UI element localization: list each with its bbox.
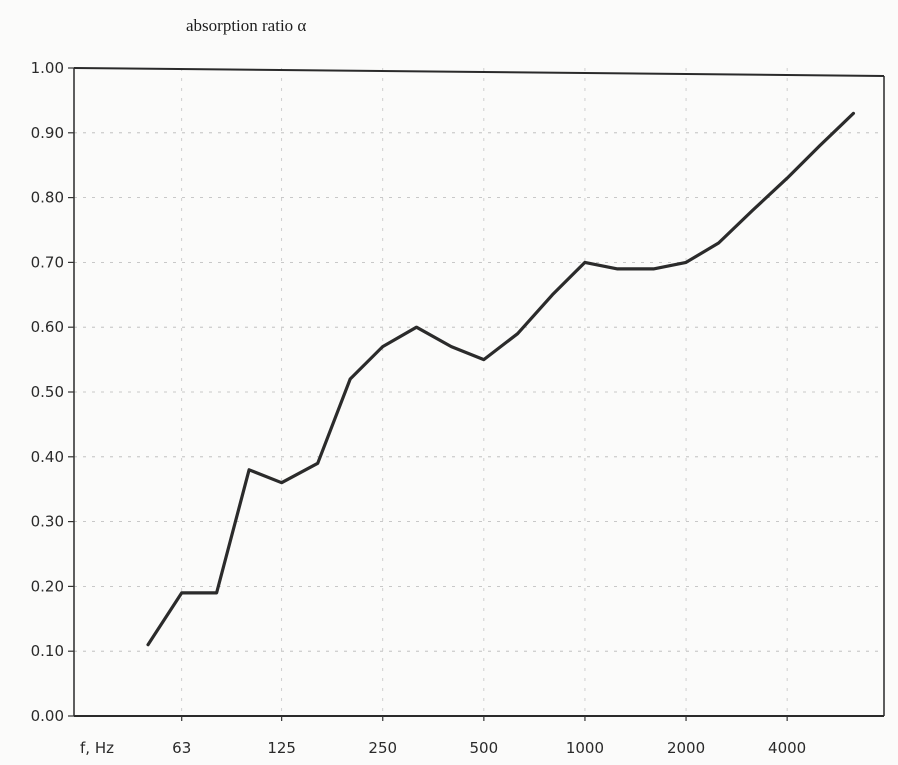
chart-title: absorption ratio α [186, 16, 306, 35]
data-point [751, 209, 754, 212]
x-axis: f, Hz 63 125 250 500 1000 2000 4000 [80, 716, 806, 757]
y-tick-label: 0.30 [31, 513, 64, 531]
data-point [684, 261, 688, 264]
data-point [280, 481, 283, 484]
data-point [381, 345, 384, 348]
data-point [316, 462, 319, 465]
y-tick-label: 0.00 [31, 707, 64, 725]
y-tick-label: 0.80 [31, 189, 64, 207]
data-point [215, 591, 218, 595]
data-point [146, 643, 150, 646]
data-point [180, 591, 183, 595]
data-point [551, 293, 554, 296]
data-point [785, 176, 789, 180]
data-point [616, 267, 619, 271]
data-point [247, 468, 251, 471]
series [146, 111, 856, 647]
x-tick-label: 63 [172, 739, 191, 757]
x-tick-label: 500 [470, 739, 499, 757]
y-tick-label: 0.20 [31, 577, 64, 595]
data-point [415, 326, 418, 329]
series-line [146, 111, 856, 647]
x-tick-label: 125 [267, 739, 296, 757]
data-point [482, 358, 486, 361]
y-tick-label: 0.10 [31, 642, 64, 660]
data-point [717, 241, 720, 245]
data-point [583, 261, 587, 264]
x-tick-label: 1000 [566, 739, 604, 757]
y-axis: 0.00 0.10 0.20 0.30 0.40 0.50 0.60 0.70 0.80 0.90… [31, 59, 74, 725]
y-tick-label: 0.60 [31, 318, 64, 336]
x-tick-label: 250 [368, 739, 397, 757]
data-point [852, 112, 855, 115]
frame-top [73, 67, 885, 77]
y-tick-label: 0.70 [31, 253, 64, 271]
x-tick-label: 4000 [768, 739, 806, 757]
x-tick-label: 2000 [667, 739, 705, 757]
data-point [652, 267, 655, 271]
y-tick-label: 1.00 [31, 59, 64, 77]
data-point [450, 345, 453, 348]
y-tick-label: 0.40 [31, 448, 64, 466]
data-point [516, 332, 519, 335]
y-tick-label: 0.50 [31, 383, 64, 401]
data-point [818, 144, 821, 147]
x-axis-label: f, Hz [80, 739, 114, 757]
y-tick-label: 0.90 [31, 124, 64, 142]
grid [74, 68, 884, 716]
data-point [349, 377, 352, 381]
